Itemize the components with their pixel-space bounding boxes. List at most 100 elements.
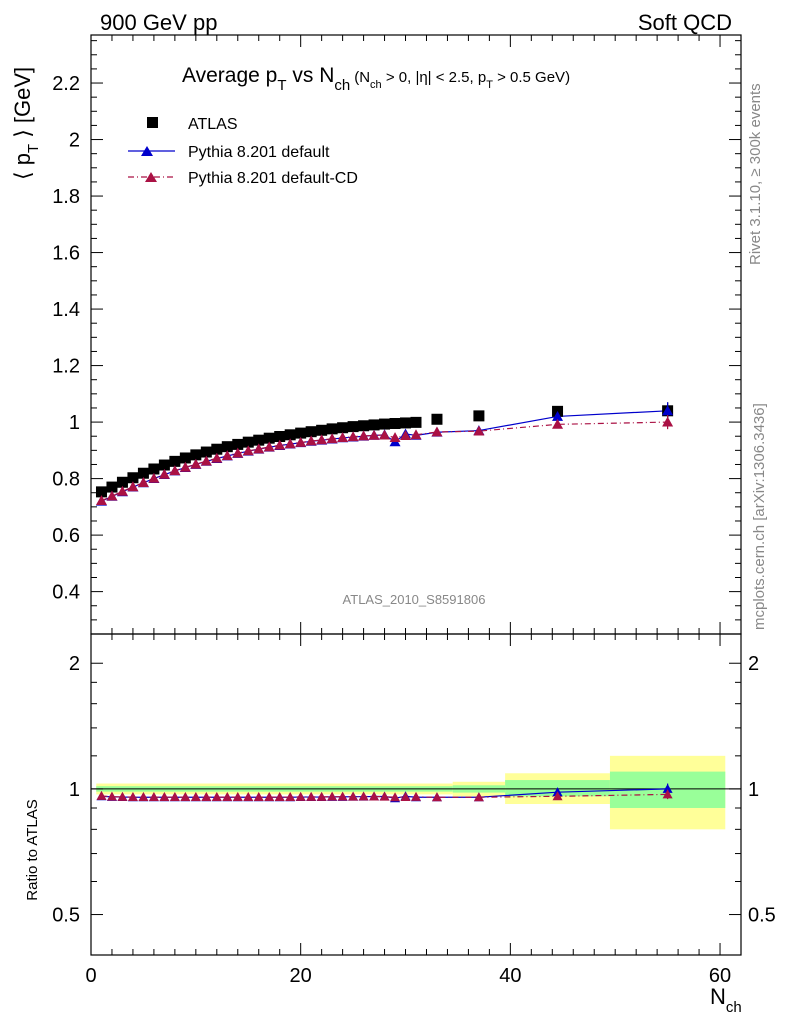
ratio-point-cd <box>379 791 390 801</box>
data-point-atlas <box>95 486 107 498</box>
data-point-atlas <box>211 443 223 455</box>
data-point-atlas <box>148 463 160 475</box>
data-point-atlas <box>274 430 286 442</box>
data-point-cd <box>305 435 317 446</box>
data-point-atlas <box>158 459 170 471</box>
data-point-cd <box>284 438 296 449</box>
ratio-point-cd <box>400 792 411 802</box>
ratio-point-cd <box>138 792 149 802</box>
ratio-point-cd <box>316 791 327 801</box>
data-point-cd <box>337 432 349 443</box>
ratio-point-cd <box>201 792 212 802</box>
data-point-atlas <box>242 436 254 448</box>
plot-title: Average pT vs Nch (Nch > 0, |η| < 2.5, pT… <box>182 64 570 94</box>
ratio-point-cd <box>285 792 296 802</box>
ratio-tick-label-left: 0.5 <box>52 905 80 927</box>
ratio-point-cd <box>390 792 401 802</box>
ratio-point-cd <box>222 792 233 802</box>
ratio-point-cd <box>348 791 359 801</box>
header-left: 900 GeV pp <box>100 10 217 35</box>
data-point-default <box>662 405 674 416</box>
data-point-atlas <box>326 423 338 435</box>
ratio-point-cd <box>337 791 348 801</box>
data-point-atlas <box>284 429 296 441</box>
data-point-cd <box>221 450 233 461</box>
legend-marker-atlas <box>147 117 158 128</box>
data-point-atlas <box>368 419 380 431</box>
ratio-point-cd <box>169 792 180 802</box>
data-point-atlas <box>316 424 328 436</box>
legend-marker-cd <box>145 172 157 182</box>
data-point-atlas <box>232 438 244 450</box>
ratio-point-default <box>662 783 673 793</box>
y-tick-label: 2.2 <box>52 73 80 95</box>
data-point-atlas <box>200 446 212 458</box>
ratio-point-cd <box>411 791 421 801</box>
data-point-cd <box>347 431 359 442</box>
ratio-point-cd <box>662 789 673 799</box>
legend-label-atlas: ATLAS <box>188 116 238 133</box>
ratio-point-cd <box>180 792 191 802</box>
data-point-atlas <box>253 434 265 446</box>
ratio-tick-label-left: 1 <box>69 779 80 801</box>
data-point-cd <box>473 425 485 436</box>
data-point-cd <box>106 490 118 501</box>
data-point-atlas <box>179 452 191 464</box>
ratio-tick-label-right: 0.5 <box>748 905 776 927</box>
legend: ATLAS Pythia 8.201 default Pythia 8.201 … <box>128 116 358 187</box>
data-point-cd <box>368 429 380 440</box>
y-tick-label: 2 <box>69 130 80 152</box>
ratio-point-cd <box>117 791 128 801</box>
ratio-point-cd <box>264 792 275 802</box>
y-tick-label: 1.6 <box>52 243 80 265</box>
legend-label-default: Pythia 8.201 default <box>188 144 330 161</box>
data-point-cd <box>552 418 564 429</box>
data-point-atlas <box>106 481 118 493</box>
y-tick-label: 1.8 <box>52 186 80 208</box>
data-point-cd <box>179 461 191 472</box>
data-point-cd <box>295 436 307 447</box>
data-point-cd <box>116 485 128 496</box>
series-layer <box>95 402 674 803</box>
data-point-atlas <box>473 410 485 422</box>
data-point-atlas <box>389 418 401 430</box>
ratio-point-cd <box>148 792 159 802</box>
data-point-atlas <box>347 421 359 433</box>
rivet-version-label: Rivet 3.1.10, ≥ 300k events <box>747 83 764 265</box>
ratio-point-cd <box>369 791 380 801</box>
data-point-atlas <box>116 476 128 488</box>
data-point-cd <box>242 445 254 456</box>
axis-ticks: 0 20 40 60 0.4 0.6 0.8 1 1.2 1.4 1.6 1.8 2 2.2 0.5 0.5 1… <box>52 35 776 987</box>
data-point-cd <box>326 433 338 444</box>
data-point-cd <box>148 472 160 483</box>
ratio-point-cd <box>431 792 442 802</box>
data-point-cd <box>211 452 223 463</box>
ratio-point-cd <box>190 792 201 802</box>
data-point-cd <box>190 458 202 469</box>
data-point-cd <box>137 477 149 487</box>
data-point-atlas <box>295 427 307 439</box>
data-point-cd <box>200 455 212 466</box>
legend-marker-default <box>141 146 153 156</box>
data-point-cd <box>379 429 391 440</box>
ratio-point-cd <box>253 792 264 802</box>
data-point-atlas <box>127 472 139 484</box>
data-point-cd <box>169 465 181 476</box>
ratio-point-cd <box>232 792 243 802</box>
axes-frames <box>90 34 742 956</box>
ratio-point-cd <box>274 792 285 802</box>
data-point-cd <box>389 432 401 443</box>
data-point-cd <box>400 430 412 441</box>
ratio-point-cd <box>358 791 369 801</box>
ratio-tick-label-left: 2 <box>69 653 80 675</box>
data-point-cd <box>253 443 265 454</box>
y-tick-label: 1.4 <box>52 299 80 321</box>
data-point-cd <box>127 481 139 492</box>
ratio-point-cd <box>211 792 222 802</box>
ratio-tick-label-right: 2 <box>748 653 759 675</box>
x-tick-label: 60 <box>709 965 731 987</box>
y-tick-label: 0.8 <box>52 469 80 491</box>
data-point-default <box>552 410 564 421</box>
data-point-cd <box>316 434 328 445</box>
data-point-cd <box>431 426 443 437</box>
